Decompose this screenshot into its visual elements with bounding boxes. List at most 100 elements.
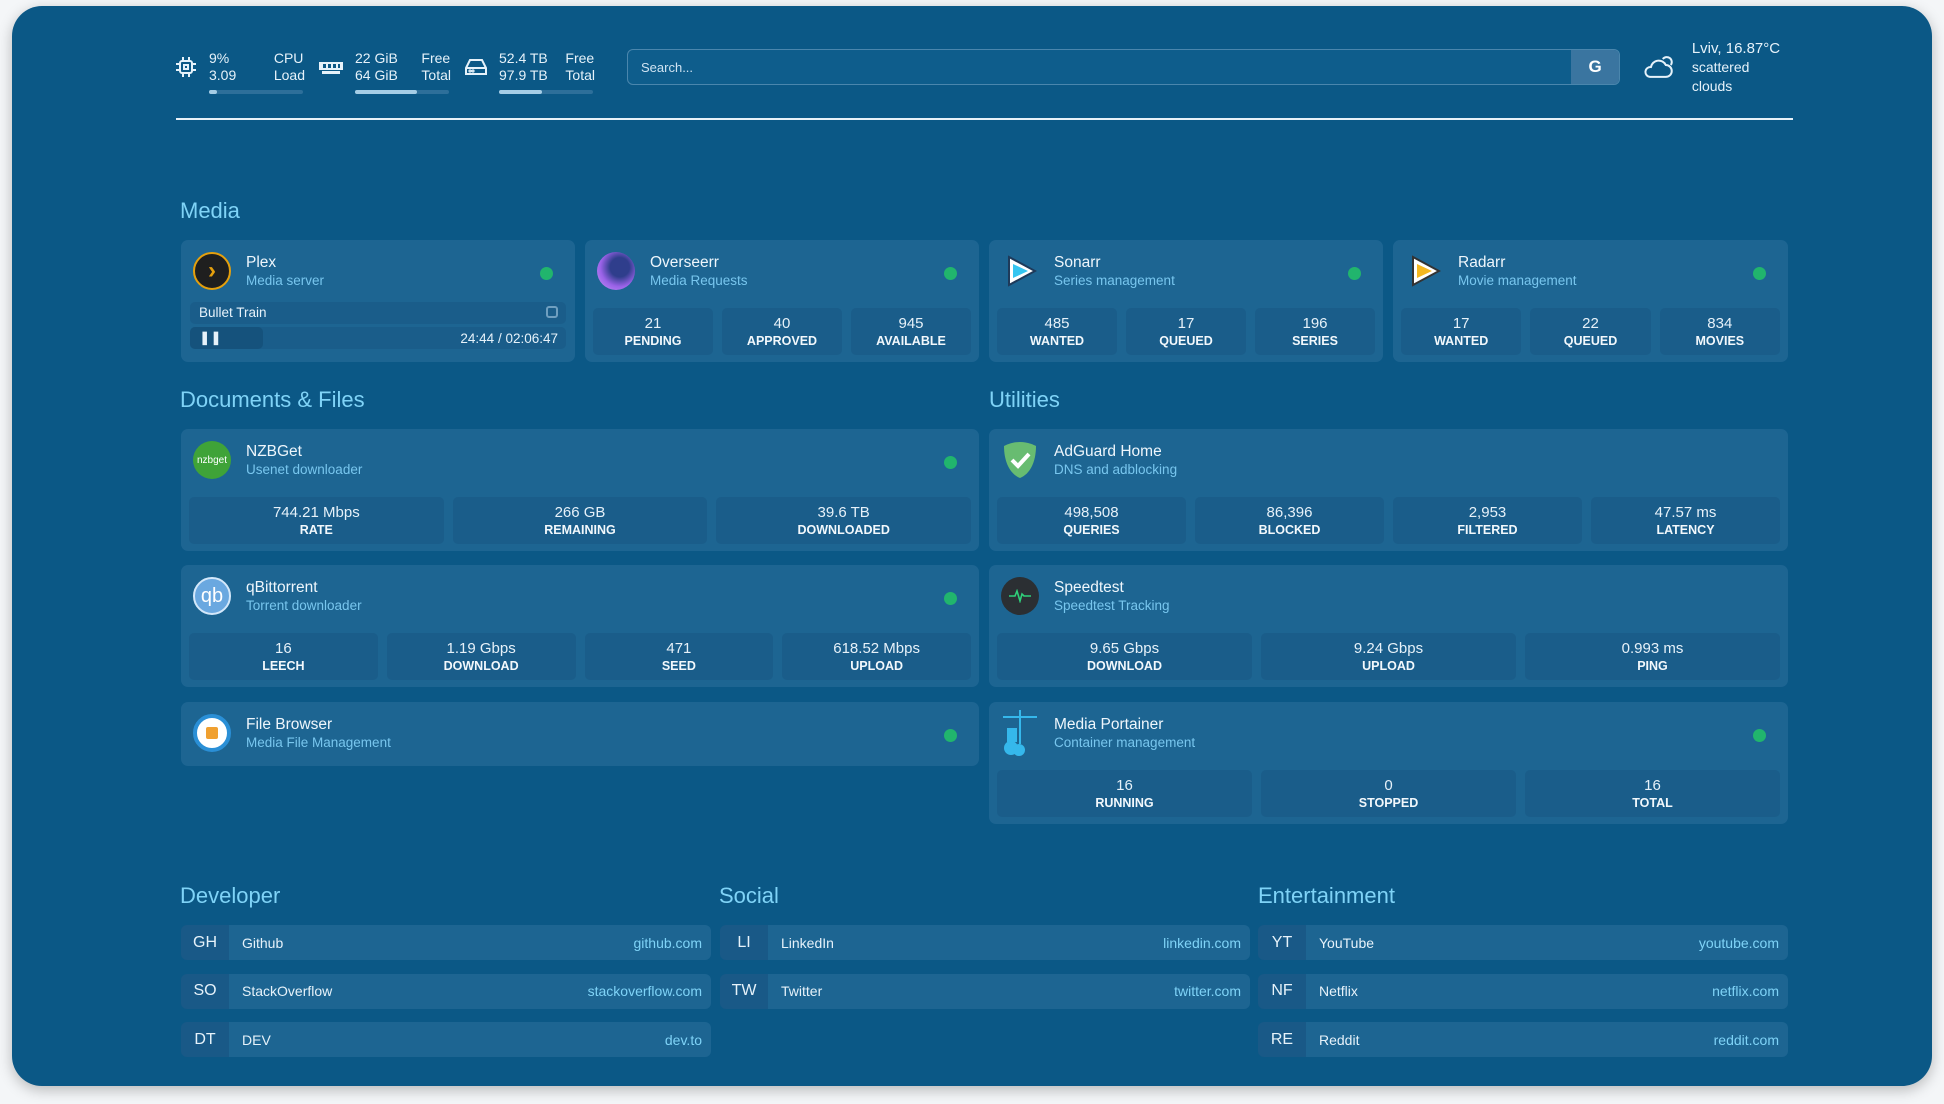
bookmark-name: YouTube [1319,934,1375,951]
cpu-bar [209,90,303,94]
bookmark-url[interactable]: github.com [633,934,702,951]
stat-label: UPLOAD [1362,659,1415,673]
section-title-media: Media [180,198,240,223]
service-card-qbittorrent[interactable]: qb qBittorrent Torrent downloader 16 LEECH… [181,565,979,687]
search-box: G [627,49,1621,85]
service-card-overseerr[interactable]: Overseerr Media Requests 21 PENDING 40 APPRO… [585,240,979,362]
stat-upload: 618.52 Mbps UPLOAD [782,633,971,680]
stat-label: LEECH [262,659,305,673]
pause-icon[interactable]: ❚❚ [199,330,222,345]
service-description: Torrent downloader [246,597,362,613]
status-dot [944,267,957,280]
bookmark-url[interactable]: stackoverflow.com [587,983,702,999]
stat-value: 40 [773,315,791,332]
bookmark-reddit[interactable]: RE Reddit reddit.com [1258,1022,1788,1057]
stat-label: SERIES [1292,334,1338,348]
service-description: DNS and adblocking [1054,461,1178,477]
stat-value: 16 [275,640,292,657]
stat-approved: 40 APPROVED [722,308,842,355]
bookmark-name: Reddit [1319,1031,1360,1048]
bookmark-stackoverflow[interactable]: SO StackOverflow stackoverflow.com [181,973,711,1009]
now-playing-title: Bullet Train [199,305,267,320]
stat-label: REMAINING [544,523,616,537]
service-card-portainer[interactable]: Media Portainer Container management 16 RU… [989,702,1788,824]
stat-label: MOVIES [1695,334,1745,348]
service-card-adguard[interactable]: AdGuard Home DNS and adblocking 498,508 QU… [989,429,1788,551]
memory-widget: 22 GiB 64 GiB Free Total [319,50,451,94]
google-search-button[interactable]: G [1571,50,1620,84]
stat-value: 744.21 Mbps [272,504,360,521]
total-label: Total [421,67,451,83]
service-card-radarr[interactable]: Radarr Movie management 17 WANTED 22 QUEUED 8… [1393,240,1788,362]
section-title-developer: Developer [180,883,281,908]
stat-label: LATENCY [1656,523,1715,537]
service-name: NZBGet [246,442,302,460]
stat-download: 1.19 Gbps DOWNLOAD [386,633,576,680]
service-card-speedtest[interactable]: Speedtest Speedtest Tracking 9.65 Gbps DOW… [989,565,1788,687]
stat-value: 22 [1582,315,1599,332]
status-dot [944,456,957,469]
stat-label: QUERIES [1063,523,1120,537]
stat-wanted: 485 WANTED [997,308,1117,355]
settings-icon[interactable] [546,306,558,318]
bookmark-name: Twitter [781,983,823,999]
stat-movies: 834 MOVIES [1659,308,1780,355]
nzbget-icon: nzbget [193,441,231,479]
bookmark-twitter[interactable]: TW Twitter twitter.com [720,973,1250,1009]
bookmark-abbr: DT [181,1022,229,1057]
service-card-sonarr[interactable]: Sonarr Series management 485 WANTED 17 QUEUE… [989,240,1383,362]
stat-rate: 744.21 Mbps RATE [189,497,444,544]
stat-value: 471 [666,640,692,657]
stat-value: 39.6 TB [817,504,870,521]
stat-label: WANTED [1434,334,1489,348]
service-card-plex[interactable]: › Plex Media server Bullet Train ❚❚ 24:44… [181,240,575,362]
memory-icon [319,62,343,74]
disk-total: 97.9 TB [499,67,548,83]
stat-value: 945 [898,315,924,332]
service-description: Media File Management [246,734,391,750]
cpu-usage: 9% [209,50,230,66]
bookmark-github[interactable]: GH Github github.com [181,925,711,960]
service-description: Speedtest Tracking [1054,597,1170,613]
search-input[interactable] [628,50,1572,84]
bookmark-name: StackOverflow [242,983,333,999]
stat-label: DOWNLOAD [1087,659,1162,673]
stat-seed: 471 SEED [584,633,774,680]
bookmark-netflix[interactable]: NF Netflix netflix.com [1258,973,1788,1009]
bookmark-youtube[interactable]: YT YouTube youtube.com [1258,925,1788,960]
service-name: qBittorrent [246,578,318,596]
qbittorrent-icon: qb [193,577,231,615]
memory-free: 22 GiB [355,50,398,66]
top-bar: 9% 3.09 CPU Load 22 GiB 64 GiB Free Total 52.4… [175,40,1793,94]
bookmark-url[interactable]: youtube.com [1698,934,1779,951]
stat-value: 834 [1707,315,1733,332]
status-dot [1753,729,1766,742]
stat-label: SEED [661,659,696,673]
stat-label: RUNNING [1095,796,1154,810]
stat-running: 16 RUNNING [997,770,1252,817]
stat-filtered: 2,953 FILTERED [1393,497,1582,544]
speedtest-pulse-icon [1001,577,1039,615]
service-card-file-browser[interactable]: File Browser Media File Management [181,702,979,766]
bookmark-url[interactable]: linkedin.com [1163,934,1241,951]
bookmark-dev[interactable]: DT DEV dev.to [181,1022,711,1057]
bookmark-linkedin[interactable]: LI LinkedIn linkedin.com [720,925,1250,960]
stat-queued: 22 QUEUED [1530,308,1651,355]
service-name: File Browser [246,715,333,733]
stat-upload: 9.24 Gbps UPLOAD [1261,633,1516,680]
memory-bar [355,90,449,94]
bookmark-abbr: LI [720,925,768,960]
stat-label: TOTAL [1632,796,1673,810]
weather-widget: Lviv, 16.87°C scattered clouds [1642,39,1793,96]
bookmark-url[interactable]: reddit.com [1713,1031,1779,1048]
stat-value: 618.52 Mbps [833,640,920,657]
bookmark-url[interactable]: netflix.com [1712,983,1779,999]
service-card-nzbget[interactable]: nzbget NZBGet Usenet downloader 744.21 Mb… [181,429,979,551]
bookmark-url[interactable]: twitter.com [1174,983,1241,999]
bookmark-url[interactable]: dev.to [664,1031,702,1048]
service-description: Movie management [1458,272,1577,288]
stat-value: 2,953 [1468,504,1507,521]
section-title-utilities: Utilities [989,387,1060,412]
cloud-icon [1644,56,1673,78]
stat-label: AVAILABLE [876,334,946,348]
